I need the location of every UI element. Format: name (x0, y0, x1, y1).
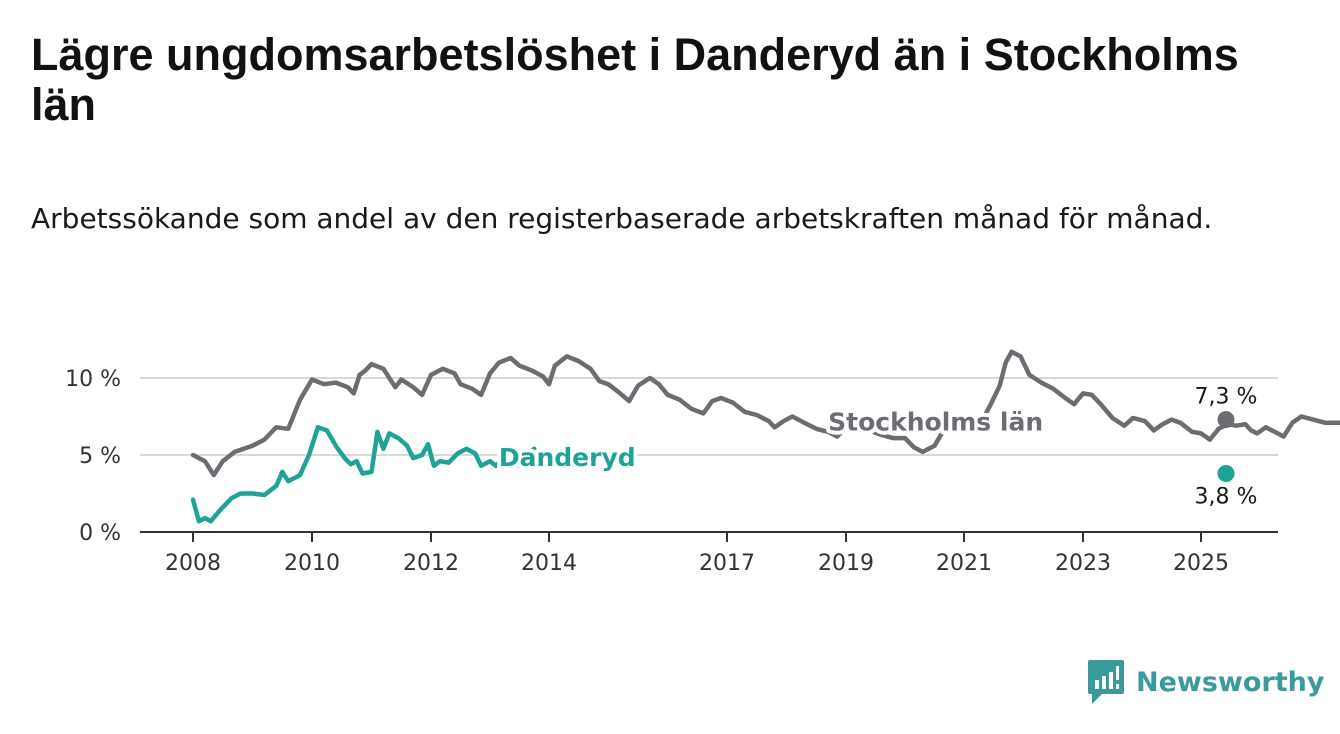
chart-subtitle: Arbetssökande som andel av den registerb… (31, 202, 1213, 235)
end-value-label-stockholms-l-n: 7,3 % (1195, 385, 1258, 410)
x-tick-label: 2010 (284, 551, 340, 576)
page-title: Lägre ungdomsarbetslöshet i Danderyd än … (31, 29, 1239, 130)
x-tick-label: 2008 (165, 551, 221, 576)
newsworthy-logo-icon (1088, 660, 1124, 704)
brand: Newsworthy (1088, 660, 1324, 704)
x-tick-label: 2014 (521, 551, 577, 576)
series-label-halo: Stockholms län (828, 407, 1043, 436)
y-tick-label: 10 % (65, 367, 121, 392)
x-tick-label: 2017 (699, 551, 755, 576)
y-tick-label: 0 % (79, 521, 121, 546)
x-tick-label: 2023 (1055, 551, 1111, 576)
y-tick-label: 5 % (79, 444, 121, 469)
end-point-danderyd (1217, 464, 1235, 482)
x-tick-label: 2025 (1173, 551, 1229, 576)
x-tick-label: 2021 (936, 551, 992, 576)
series-line-stockholms-l-n (190, 349, 1340, 478)
end-value-label-danderyd: 3,8 % (1195, 484, 1258, 509)
series-line-danderyd (190, 425, 537, 524)
series-label-halo: Danderyd (499, 443, 636, 472)
end-point-stockholms-l-n (1217, 411, 1235, 429)
series-label-stockholms-l-n: Stockholms län (828, 407, 1043, 436)
series-label-danderyd: Danderyd (499, 443, 636, 472)
x-tick-label: 2019 (818, 551, 874, 576)
x-tick-label: 2012 (403, 551, 459, 576)
brand-name: Newsworthy (1136, 666, 1325, 698)
